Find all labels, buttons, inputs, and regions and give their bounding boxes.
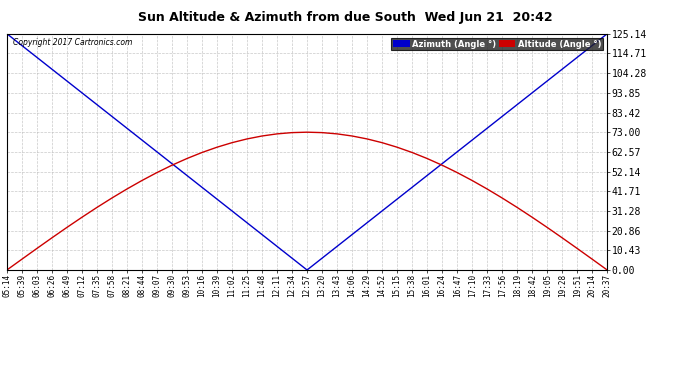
Text: Copyright 2017 Cartronics.com: Copyright 2017 Cartronics.com (13, 39, 132, 48)
Legend: Azimuth (Angle °), Altitude (Angle °): Azimuth (Angle °), Altitude (Angle °) (391, 38, 603, 50)
Text: Sun Altitude & Azimuth from due South  Wed Jun 21  20:42: Sun Altitude & Azimuth from due South We… (138, 11, 552, 24)
